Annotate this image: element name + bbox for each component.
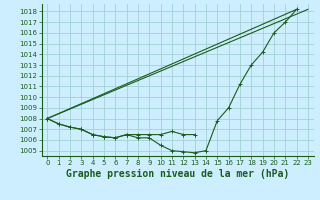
X-axis label: Graphe pression niveau de la mer (hPa): Graphe pression niveau de la mer (hPa) (66, 169, 289, 179)
